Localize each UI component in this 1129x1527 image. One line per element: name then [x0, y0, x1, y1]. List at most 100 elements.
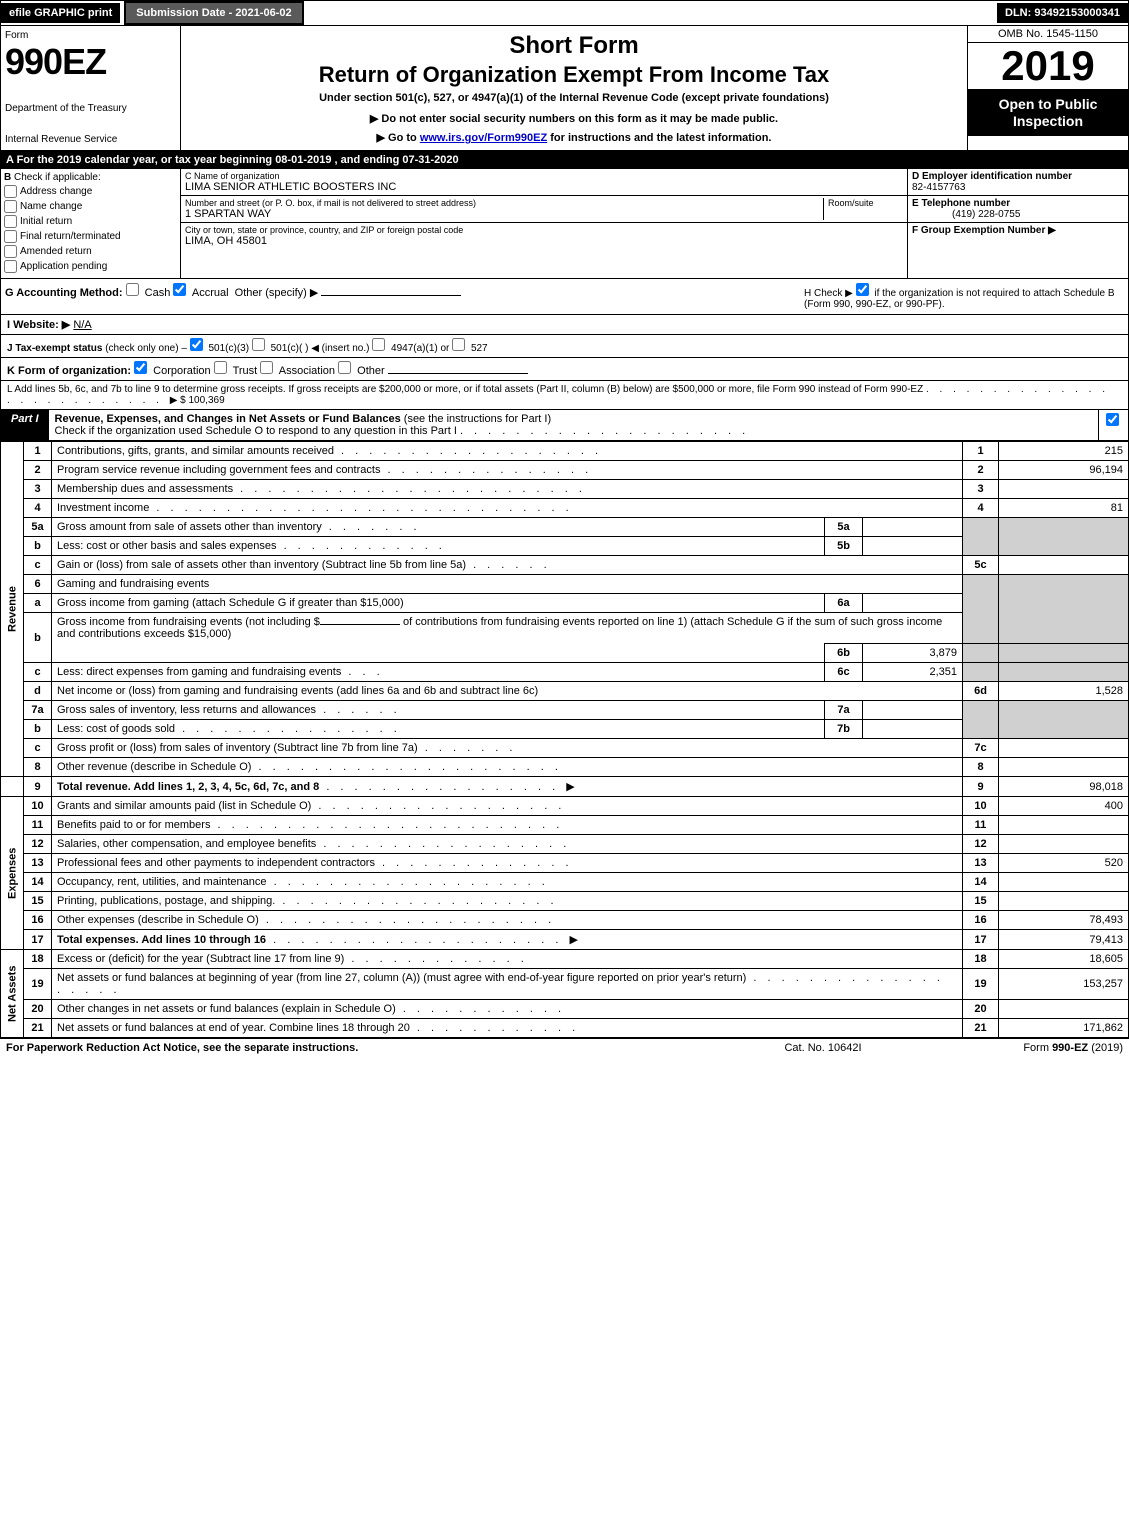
line-6d-amt: 1,528 — [999, 682, 1129, 701]
chk-schedule-o-part1[interactable] — [1106, 413, 1119, 426]
part1-bar: Part I Revenue, Expenses, and Changes in… — [0, 410, 1129, 441]
line-10-amt: 400 — [999, 797, 1129, 816]
other-org-line[interactable] — [388, 373, 528, 374]
form-word: Form — [5, 30, 176, 41]
line-2-ref: 2 — [963, 461, 999, 480]
form-header: Form 990EZ Department of the Treasury In… — [0, 26, 1129, 151]
line-4-ref: 4 — [963, 499, 999, 518]
line-6a-subnum: 6a — [825, 594, 863, 613]
chk-accrual[interactable] — [173, 283, 186, 296]
lbl-cash: Cash — [145, 287, 171, 299]
chk-amended-return[interactable] — [4, 245, 17, 258]
accounting-method: G Accounting Method: Cash Accrual Other … — [5, 283, 804, 310]
chk-trust[interactable] — [214, 361, 227, 374]
line-5b-subval — [863, 537, 963, 556]
line-8-ref: 8 — [963, 758, 999, 777]
shade-7-amt — [999, 701, 1129, 739]
subtitle: Under section 501(c), 527, or 4947(a)(1)… — [187, 92, 961, 104]
goto-pre: ▶ Go to — [377, 132, 420, 144]
dln: DLN: 93492153000341 — [997, 3, 1128, 23]
line-6c-subval: 2,351 — [863, 663, 963, 682]
page-footer: For Paperwork Reduction Act Notice, see … — [0, 1038, 1129, 1057]
line-3-ref: 3 — [963, 480, 999, 499]
line-5a-num: 5a — [24, 518, 52, 537]
shade-6 — [963, 575, 999, 644]
line-18-ref: 18 — [963, 950, 999, 969]
line-3-num: 3 — [24, 480, 52, 499]
h-check-post: (Form 990, 990-EZ, or 990-PF). — [804, 299, 945, 310]
lbl-address-change: Address change — [20, 186, 92, 197]
line-17-amt: 79,413 — [999, 930, 1129, 950]
lbl-501c3: 501(c)(3) — [208, 343, 249, 354]
shade-6c-amt — [999, 663, 1129, 682]
line-2-desc: Program service revenue including govern… — [52, 461, 963, 480]
chk-address-change[interactable] — [4, 185, 17, 198]
line-4-desc: Investment income . . . . . . . . . . . … — [52, 499, 963, 518]
line-13-amt: 520 — [999, 854, 1129, 873]
ssn-note: ▶ Do not enter social security numbers o… — [187, 112, 961, 125]
line-19-num: 19 — [24, 969, 52, 1000]
chk-other-org[interactable] — [338, 361, 351, 374]
part1-title-bold: Revenue, Expenses, and Changes in Net As… — [55, 413, 401, 425]
line-11-ref: 11 — [963, 816, 999, 835]
line-7a-subnum: 7a — [825, 701, 863, 720]
gross-receipts-text: L Add lines 5b, 6c, and 7b to line 9 to … — [7, 384, 923, 395]
line-10-ref: 10 — [963, 797, 999, 816]
line-6c-num: c — [24, 663, 52, 682]
irs-label: Internal Revenue Service — [5, 134, 176, 145]
shade-6-amt — [999, 575, 1129, 644]
chk-schedule-b-not-required[interactable] — [856, 283, 869, 296]
line-11-num: 11 — [24, 816, 52, 835]
line-6d-num: d — [24, 682, 52, 701]
line-15-desc: Printing, publications, postage, and shi… — [52, 892, 963, 911]
efile-print[interactable]: efile GRAPHIC print — [1, 3, 120, 23]
line-7b-num: b — [24, 720, 52, 739]
line-11-amt — [999, 816, 1129, 835]
chk-corporation[interactable] — [134, 361, 147, 374]
omb-number: OMB No. 1545-1150 — [968, 26, 1128, 43]
info-grid: B Check if applicable: Address change Na… — [0, 169, 1129, 279]
irs-link[interactable]: www.irs.gov/Form990EZ — [420, 132, 547, 144]
part1-check-note: Check if the organization used Schedule … — [55, 425, 457, 437]
line-6b-num: b — [24, 613, 52, 663]
open-public-inspection: Open to Public Inspection — [968, 90, 1128, 136]
line-10-num: 10 — [24, 797, 52, 816]
chk-4947[interactable] — [372, 338, 385, 351]
line-7a-desc: Gross sales of inventory, less returns a… — [52, 701, 825, 720]
form-number: 990EZ — [5, 41, 176, 83]
line-5c-ref: 5c — [963, 556, 999, 575]
vbar-revenue: Revenue — [1, 442, 24, 777]
chk-association[interactable] — [260, 361, 273, 374]
line-9-desc: Total revenue. Add lines 1, 2, 3, 4, 5c,… — [52, 777, 963, 797]
line-12-ref: 12 — [963, 835, 999, 854]
chk-501c[interactable] — [252, 338, 265, 351]
chk-final-return[interactable] — [4, 230, 17, 243]
chk-initial-return[interactable] — [4, 215, 17, 228]
right-box: OMB No. 1545-1150 2019 Open to Public In… — [968, 26, 1128, 150]
line-18-amt: 18,605 — [999, 950, 1129, 969]
chk-527[interactable] — [452, 338, 465, 351]
other-specify-line[interactable] — [321, 295, 461, 296]
line-13-desc: Professional fees and other payments to … — [52, 854, 963, 873]
lbl-association: Association — [279, 365, 335, 377]
chk-501c3[interactable] — [190, 338, 203, 351]
line-14-amt — [999, 873, 1129, 892]
title-box: Short Form Return of Organization Exempt… — [181, 26, 968, 150]
line-8-amt — [999, 758, 1129, 777]
lbl-name-change: Name change — [20, 201, 82, 212]
line-6b-subval: 3,879 — [863, 644, 963, 663]
line-7c-num: c — [24, 739, 52, 758]
line-16-ref: 16 — [963, 911, 999, 930]
ein-label: D Employer identification number — [912, 171, 1072, 182]
chk-name-change[interactable] — [4, 200, 17, 213]
lbl-insert-no: ◀ (insert no.) — [311, 343, 369, 354]
chk-application-pending[interactable] — [4, 260, 17, 273]
shade-6b-amt — [999, 644, 1129, 663]
line-5c-amt — [999, 556, 1129, 575]
chk-cash[interactable] — [126, 283, 139, 296]
goto-post: for instructions and the latest informat… — [547, 132, 771, 144]
contrib-amount-line[interactable] — [320, 624, 400, 625]
line-3-desc: Membership dues and assessments . . . . … — [52, 480, 963, 499]
dept-treasury: Department of the Treasury — [5, 103, 176, 114]
line-20-ref: 20 — [963, 1000, 999, 1019]
